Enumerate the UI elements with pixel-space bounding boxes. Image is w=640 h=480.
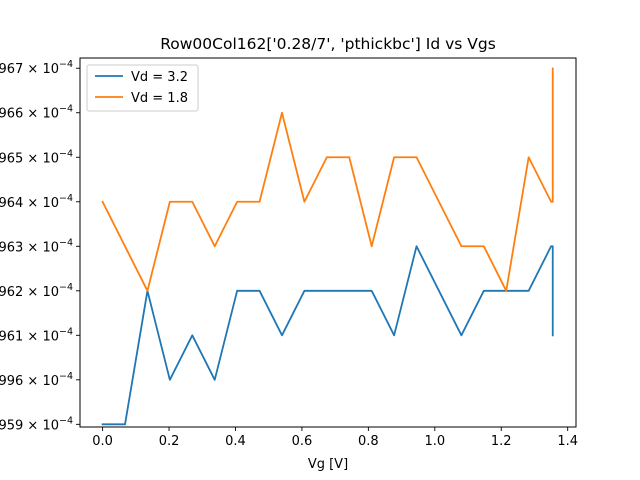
x-tick-label: 1.0 bbox=[424, 434, 445, 449]
y-tick-label: 964 × 10−4 bbox=[0, 193, 73, 211]
plot-area bbox=[80, 58, 576, 427]
y-tick-label: 963 × 10−4 bbox=[0, 237, 73, 255]
y-tick-label: 965 × 10−4 bbox=[0, 148, 73, 166]
chart-title: Row00Col162['0.28/7', 'pthickbc'] Id vs … bbox=[160, 35, 496, 53]
y-tick-label: 967 × 10−4 bbox=[0, 59, 73, 77]
y-tick-label: 966 × 10−4 bbox=[0, 104, 73, 122]
legend-label-vd-1-8: Vd = 1.8 bbox=[131, 91, 188, 106]
x-tick-label: 0.2 bbox=[159, 434, 180, 449]
x-tick-label: 0.0 bbox=[92, 434, 113, 449]
x-axis-label: Vg [V] bbox=[308, 457, 348, 472]
x-tick-label: 1.2 bbox=[491, 434, 512, 449]
x-axis-ticks: 0.0 0.2 0.4 0.6 0.8 1.0 1.2 1.4 bbox=[92, 427, 578, 449]
x-tick-label: 0.8 bbox=[358, 434, 379, 449]
x-tick-label: 0.6 bbox=[292, 434, 313, 449]
series-line-1 bbox=[101, 67, 554, 292]
x-tick-label: 0.4 bbox=[225, 434, 246, 449]
series-line-0 bbox=[101, 245, 554, 426]
plot-frame bbox=[79, 57, 577, 428]
y-axis-ticks: 959 × 10−4 996 × 10−4 961 × 10−4 962 × 10−4… bbox=[0, 59, 80, 433]
legend-label-vd-3-2: Vd = 3.2 bbox=[131, 70, 188, 85]
y-tick-label: 996 × 10−4 bbox=[0, 371, 73, 389]
series-layer bbox=[101, 67, 554, 426]
x-tick-label: 1.4 bbox=[557, 434, 578, 449]
y-tick-label: 959 × 10−4 bbox=[0, 415, 73, 433]
y-tick-label: 962 × 10−4 bbox=[0, 282, 73, 300]
legend: Vd = 3.2 Vd = 1.8 bbox=[86, 64, 199, 112]
y-tick-label: 961 × 10−4 bbox=[0, 326, 73, 344]
